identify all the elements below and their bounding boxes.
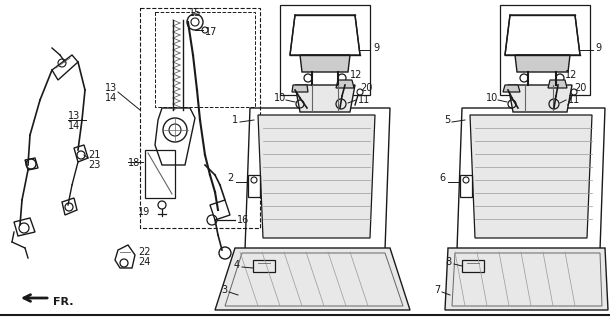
Bar xyxy=(248,175,260,197)
Bar xyxy=(280,5,370,95)
Bar xyxy=(155,12,255,107)
Polygon shape xyxy=(295,85,355,112)
Bar xyxy=(145,150,175,198)
Text: FR.: FR. xyxy=(53,297,73,307)
Bar xyxy=(460,175,472,197)
Bar xyxy=(140,8,260,228)
Text: 14: 14 xyxy=(105,93,117,103)
Text: 9: 9 xyxy=(373,43,379,53)
Polygon shape xyxy=(292,85,308,92)
Text: 1: 1 xyxy=(232,115,238,125)
Text: 10: 10 xyxy=(486,93,498,103)
Text: 7: 7 xyxy=(434,285,440,295)
Bar xyxy=(500,5,590,95)
Polygon shape xyxy=(548,80,567,88)
Polygon shape xyxy=(515,55,570,72)
Text: 2: 2 xyxy=(228,173,234,183)
Text: 20: 20 xyxy=(574,83,586,93)
Text: 15: 15 xyxy=(189,8,201,18)
Text: 3: 3 xyxy=(221,285,227,295)
Text: 13: 13 xyxy=(105,83,117,93)
Text: 8: 8 xyxy=(446,257,452,267)
Text: 24: 24 xyxy=(138,257,151,267)
Polygon shape xyxy=(470,115,592,238)
Text: 19: 19 xyxy=(138,207,150,217)
Text: 16: 16 xyxy=(237,215,249,225)
Text: 11: 11 xyxy=(568,95,580,105)
Polygon shape xyxy=(503,85,520,92)
Polygon shape xyxy=(445,248,608,310)
Polygon shape xyxy=(300,55,350,72)
Text: 17: 17 xyxy=(205,27,217,37)
Text: 11: 11 xyxy=(358,95,370,105)
Text: 12: 12 xyxy=(350,70,362,80)
Bar xyxy=(253,260,275,272)
Text: 9: 9 xyxy=(595,43,601,53)
Text: 14: 14 xyxy=(68,121,81,131)
Text: 12: 12 xyxy=(565,70,578,80)
Text: 20: 20 xyxy=(360,83,372,93)
Text: 10: 10 xyxy=(274,93,286,103)
Polygon shape xyxy=(258,115,375,238)
Text: 23: 23 xyxy=(88,160,101,170)
Bar xyxy=(462,260,484,272)
Text: 18: 18 xyxy=(128,158,140,168)
Polygon shape xyxy=(336,80,354,88)
Text: 4: 4 xyxy=(234,260,240,270)
Text: 21: 21 xyxy=(88,150,101,160)
Text: 5: 5 xyxy=(443,115,450,125)
Text: 22: 22 xyxy=(138,247,151,257)
Polygon shape xyxy=(508,85,572,112)
Text: 13: 13 xyxy=(68,111,81,121)
Polygon shape xyxy=(215,248,410,310)
Text: 6: 6 xyxy=(440,173,446,183)
